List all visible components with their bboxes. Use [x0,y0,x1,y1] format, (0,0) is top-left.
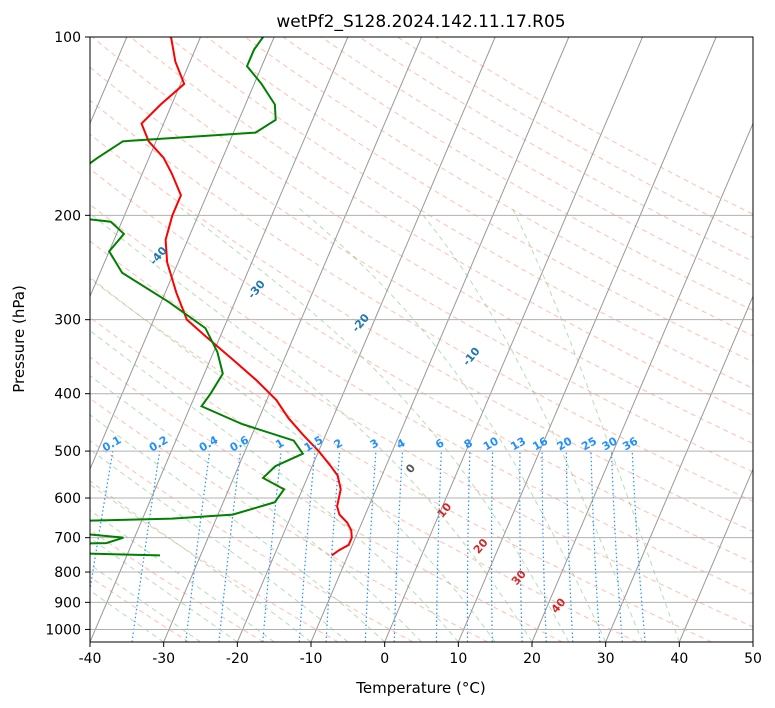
x-tick-label: 30 [597,651,615,667]
dry-adiabat-line [168,37,753,389]
sounding-series [90,37,353,557]
moist-adiabat-line [90,537,238,642]
mixing-ratio-line [90,450,114,594]
isotherm-line [90,37,349,642]
mixing-ratio-line [262,451,282,642]
x-tick-label: -20 [226,651,249,667]
y-tick-label: 300 [54,313,81,329]
x-tick-label: 40 [670,651,688,667]
mixing-ratio-line [218,451,242,642]
x-tick-label: -30 [152,651,175,667]
dry-adiabat-line [90,240,753,628]
axes-ticks: -40 -30 -20 -10 0 10 20 30 40 50 1000 900 800 700 600 5… [45,30,762,667]
x-axis-label: Temperature (°C) [355,679,485,697]
y-tick-label: 100 [54,30,81,46]
moist-adiabat-line [90,563,201,642]
moist-adiabat-line [90,480,312,642]
moist-adiabat-line [90,212,533,642]
y-tick-label: 600 [54,491,81,507]
dry-adiabat-line [90,278,712,642]
chart-title: wetPf2_S128.2024.142.11.17.R05 [276,12,565,32]
dry-adiabat-line [90,66,753,473]
dry-adiabat-line [91,37,753,445]
dry-adiabat-line [90,440,414,642]
isotherm-line [236,37,496,642]
moist-adiabat-line [416,207,643,642]
moist-adiabat-line [90,276,496,642]
dewpoint-line [90,37,305,557]
dry-adiabat-line [320,37,753,287]
moist-adiabat-line [180,207,570,642]
x-tick-label: -40 [79,651,102,667]
x-tick-label: -10 [300,651,323,667]
background-lines [90,37,753,642]
mixing-ratio-line [298,451,316,642]
moist-adiabat-line [90,509,275,642]
pressure-grid [90,37,753,630]
x-tick-label: 50 [744,651,762,667]
isotherm-line [310,37,570,642]
y-axis-label: Pressure (hPa) [10,285,28,393]
dry-adiabat-line [130,37,753,417]
isotherm-line [678,467,753,642]
y-tick-label: 1000 [45,622,81,638]
plot-frame [89,36,754,643]
y-tick-label: 400 [54,387,81,403]
dry-adiabat-line [90,483,339,642]
dry-adiabat-line [435,37,753,215]
isotherm-line [163,37,422,642]
moist-adiabat-line [90,589,164,642]
dry-adiabat-line [282,37,753,312]
moist-adiabat-line [90,329,459,642]
dry-adiabat-line [206,37,753,363]
isotherm-line [457,37,717,642]
moist-adiabat-line [90,414,386,642]
isotherm-line [605,295,753,642]
isotherm-line [90,37,201,298]
mixing-ratio-line [185,451,211,642]
x-tick-label: 20 [523,651,541,667]
x-tick-label: 10 [449,651,467,667]
dry-adiabat-line [90,133,753,533]
y-tick-label: 800 [54,565,81,581]
temperature-line [140,37,353,557]
isotherm-line [531,122,753,642]
isotherm-line [90,37,275,471]
y-tick-label: 500 [54,444,81,460]
isotherm-line [384,37,643,642]
y-tick-label: 900 [54,595,81,611]
x-tick-label: 0 [380,651,389,667]
y-tick-label: 700 [54,531,81,547]
moist-adiabat-line [511,207,680,642]
y-tick-label: 200 [54,208,81,224]
